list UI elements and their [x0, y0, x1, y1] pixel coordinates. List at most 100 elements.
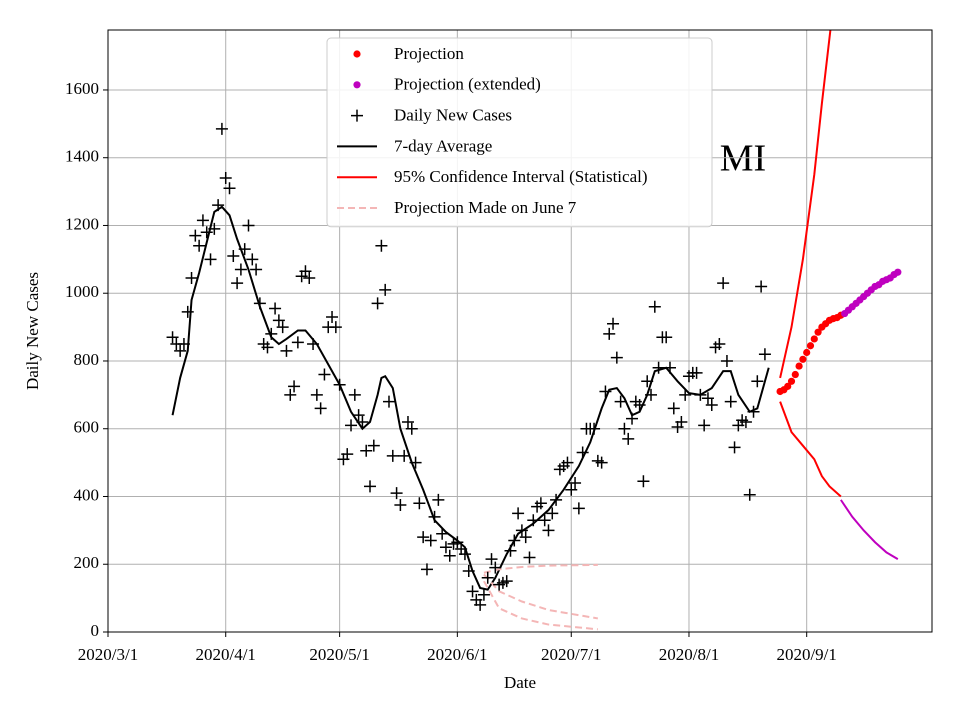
case-point	[546, 507, 559, 520]
legend-label: Daily New Cases	[394, 106, 512, 125]
case-point	[755, 280, 768, 293]
case-point	[477, 588, 490, 601]
case-point	[291, 336, 304, 349]
legend-label: 95% Confidence Interval (Statistical)	[394, 167, 648, 186]
series-line	[483, 580, 598, 631]
case-point	[360, 444, 373, 457]
case-point	[234, 263, 247, 276]
y-tick-label: 1000	[65, 282, 99, 301]
y-tick-label: 800	[74, 350, 100, 369]
series-line	[483, 573, 599, 620]
case-point	[747, 405, 760, 418]
series-line	[171, 205, 770, 591]
case-point	[231, 277, 244, 290]
case-point	[667, 402, 680, 415]
case-point	[717, 277, 730, 290]
case-point	[515, 524, 528, 537]
case-point	[375, 239, 388, 252]
case-point	[436, 527, 449, 540]
case-point	[405, 422, 418, 435]
y-tick-label: 600	[74, 418, 100, 437]
case-point	[713, 338, 726, 351]
legend-label: 7-day Average	[394, 136, 492, 155]
y-tick-label: 1400	[65, 147, 99, 166]
x-tick-label: 2020/5/1	[309, 645, 369, 664]
case-point	[451, 536, 464, 549]
case-point	[242, 219, 255, 232]
case-point	[428, 510, 441, 523]
y-tick-label: 400	[74, 485, 100, 504]
series-line	[779, 401, 842, 498]
plot-area	[166, 30, 902, 631]
case-point	[276, 321, 289, 334]
case-point	[371, 297, 384, 310]
case-point	[523, 551, 536, 564]
case-point	[614, 395, 627, 408]
legend-box	[326, 37, 713, 228]
case-point	[288, 380, 301, 393]
series-line	[840, 499, 899, 561]
case-point	[212, 199, 225, 212]
case-point	[204, 253, 217, 266]
case-point	[466, 585, 479, 598]
case-point	[622, 432, 635, 445]
case-point	[569, 476, 582, 489]
x-tick-label: 2020/8/1	[659, 645, 719, 664]
case-point	[174, 344, 187, 357]
plot-frame	[107, 29, 933, 633]
case-point	[261, 341, 274, 354]
case-point	[196, 214, 209, 227]
projection-point	[814, 328, 822, 336]
projection-point	[791, 370, 799, 379]
case-point	[458, 548, 471, 561]
case-point	[728, 441, 741, 454]
case-point	[326, 310, 339, 323]
case-point	[424, 534, 437, 547]
y-tick-label: 0	[91, 621, 100, 640]
case-point	[607, 317, 620, 330]
y-tick-label: 200	[74, 553, 100, 572]
case-point	[542, 524, 555, 537]
case-point	[215, 122, 228, 135]
x-tick-label: 2020/6/1	[427, 645, 487, 664]
case-point	[223, 182, 236, 195]
case-point	[352, 409, 365, 422]
case-point	[641, 375, 654, 388]
case-point	[652, 361, 665, 374]
legend-label: Projection Made on June 7	[394, 198, 577, 217]
case-point	[227, 249, 240, 262]
y-tick-label: 1200	[65, 214, 99, 233]
projection-point	[787, 377, 796, 385]
case-point	[382, 395, 395, 408]
legend-marker	[353, 81, 361, 89]
case-point	[189, 229, 202, 242]
case-point	[576, 446, 589, 459]
case-point	[390, 487, 403, 500]
case-point	[318, 368, 331, 381]
case-point	[572, 502, 585, 515]
case-point	[401, 415, 414, 428]
case-point	[637, 475, 650, 488]
case-point	[193, 239, 206, 252]
case-point	[333, 378, 346, 391]
case-point	[743, 488, 756, 501]
case-point	[265, 327, 278, 340]
case-point	[379, 283, 392, 296]
case-point	[303, 271, 316, 284]
x-axis-label: Date	[504, 673, 536, 692]
case-point	[443, 549, 456, 562]
case-point	[633, 399, 646, 412]
case-point	[660, 331, 673, 344]
case-point	[364, 480, 377, 493]
y-axis-label: Daily New Cases	[23, 272, 42, 390]
case-point	[626, 412, 639, 425]
case-point	[200, 226, 213, 239]
legend-label: Projection (extended)	[394, 75, 541, 94]
state-annotation: MI	[720, 138, 766, 180]
case-point	[610, 351, 623, 364]
case-point	[314, 402, 327, 415]
case-point	[345, 419, 358, 432]
case-point	[512, 507, 525, 520]
case-point	[705, 399, 718, 412]
case-point	[439, 541, 452, 554]
